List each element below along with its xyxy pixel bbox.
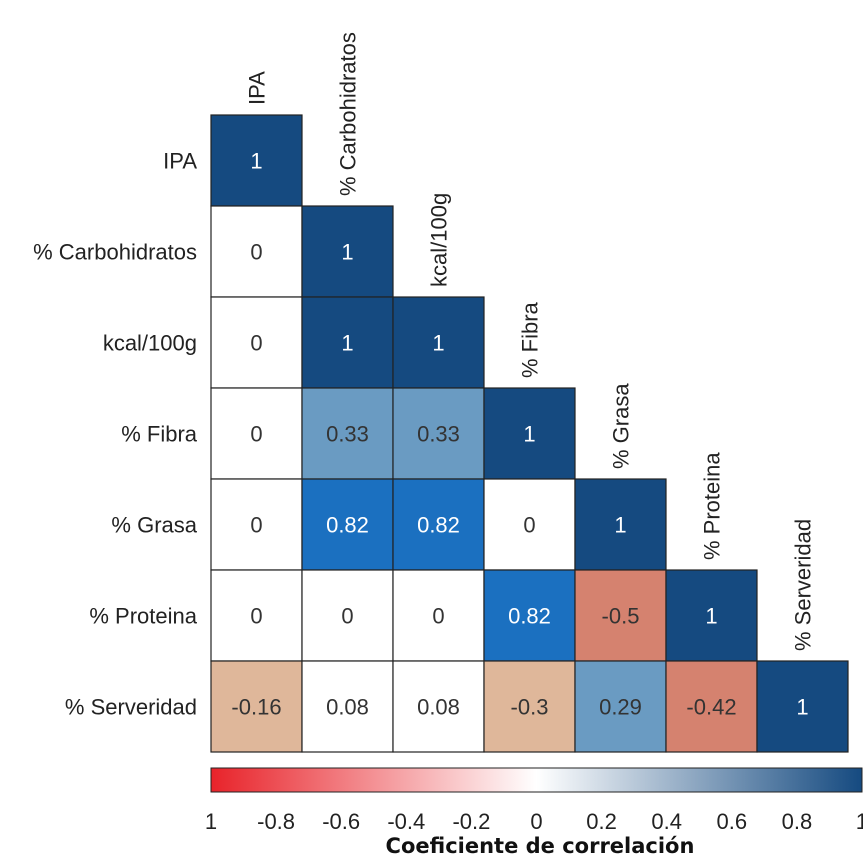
cell-value-label: 1 <box>432 331 444 356</box>
column-label-ipa: IPA <box>245 71 270 105</box>
cell-value-label: 0 <box>250 331 262 356</box>
row-label-kcal-100g: kcal/100g <box>103 331 197 356</box>
heatmap-cell-pct-proteina-pct-fibra <box>483 569 576 662</box>
heatmap-cell-pct-fibra-pct-carbohidratos <box>301 387 394 480</box>
heatmap-cell-pct-serveridad-pct-serveridad <box>756 660 849 753</box>
legend-tick-label: 0 <box>530 809 542 834</box>
heatmap-cell-pct-serveridad-pct-proteina <box>665 660 758 753</box>
cell-value-label: 0 <box>250 422 262 447</box>
cell-value-label: 0.29 <box>599 695 642 720</box>
cell-value-label: 1 <box>341 331 353 356</box>
cell-value-label: -0.16 <box>231 695 281 720</box>
legend-tick-label: 0.4 <box>651 809 682 834</box>
heatmap-cell-pct-proteina-kcal-100g <box>392 569 485 662</box>
column-labels: IPA % Carbohidratos kcal/100g % Fibra % Gras… <box>245 32 816 651</box>
column-label-pct-serveridad: % Serveridad <box>791 519 816 651</box>
heatmap-cell-pct-fibra-pct-fibra <box>483 387 576 480</box>
heatmap-cell-pct-carbohidratos-pct-carbohidratos <box>301 205 394 298</box>
row-labels: IPA % Carbohidratos kcal/100g % Fibra % Gras… <box>33 149 198 720</box>
color-legend: 1 -0.8 -0.6 -0.4 -0.2 0 0.2 0.4 0.6 0.8 1 <box>205 767 863 834</box>
column-label-kcal-100g: kcal/100g <box>427 193 452 287</box>
heatmap-cell-pct-carbohidratos-ipa <box>210 205 303 298</box>
heatmap-cell-pct-proteina-pct-carbohidratos <box>301 569 394 662</box>
cell-value-label: 0 <box>523 513 535 538</box>
cell-value-label: 1 <box>614 513 626 538</box>
heatmap-cell-pct-grasa-kcal-100g <box>392 478 485 571</box>
column-label-pct-carbohidratos: % Carbohidratos <box>336 32 361 196</box>
cell-value-label: 0.33 <box>326 422 369 447</box>
heatmap-cell-kcal-100g-pct-carbohidratos <box>301 296 394 389</box>
cell-value-label: 1 <box>250 149 262 174</box>
cell-value-label: 0.82 <box>508 604 551 629</box>
cell-value-label: 0.08 <box>417 695 460 720</box>
cell-value-label: 1 <box>796 695 808 720</box>
heatmap-cell-kcal-100g-ipa <box>210 296 303 389</box>
cell-value-label: 0.82 <box>417 513 460 538</box>
legend-color-bar <box>210 767 863 793</box>
legend-tick-label: 1 <box>856 809 863 834</box>
heatmap-cell-ipa-ipa <box>210 114 303 207</box>
legend-tick-label: 0.6 <box>717 809 748 834</box>
cell-value-label: -0.3 <box>511 695 549 720</box>
cell-value-label: 1 <box>705 604 717 629</box>
row-label-pct-carbohidratos: % Carbohidratos <box>33 240 197 265</box>
row-label-pct-proteina: % Proteina <box>89 604 197 629</box>
cell-value-label: -0.5 <box>602 604 640 629</box>
heatmap-cell-kcal-100g-kcal-100g <box>392 296 485 389</box>
heatmap-cell-pct-serveridad-pct-carbohidratos <box>301 660 394 753</box>
cell-value-label: 1 <box>341 240 353 265</box>
row-label-pct-grasa: % Grasa <box>111 513 197 538</box>
heatmap-cell-pct-proteina-pct-proteina <box>665 569 758 662</box>
heatmap-cell-pct-serveridad-pct-fibra <box>483 660 576 753</box>
heatmap-cell-pct-serveridad-ipa <box>210 660 303 753</box>
cell-value-label: 0.33 <box>417 422 460 447</box>
legend-tick-label: -0.8 <box>257 809 295 834</box>
row-label-pct-fibra: % Fibra <box>121 422 198 447</box>
legend-tick-label: 0.8 <box>782 809 813 834</box>
legend-tick-label: -0.6 <box>322 809 360 834</box>
row-label-ipa: IPA <box>163 149 197 174</box>
column-label-pct-proteina: % Proteina <box>700 452 725 560</box>
row-label-pct-serveridad: % Serveridad <box>65 695 197 720</box>
heatmap-cell-pct-grasa-pct-grasa <box>574 478 667 571</box>
cell-value-label: 0 <box>250 240 262 265</box>
cell-value-label: -0.42 <box>686 695 736 720</box>
heatmap-cell-pct-grasa-pct-carbohidratos <box>301 478 394 571</box>
heatmap-cells: 1 0 1 0 1 1 0 0.33 0.33 1 0 0.82 0.82 0 1 0 0 0 0.82 -0.5 1 -… <box>210 114 849 753</box>
cell-value-label: 0 <box>432 604 444 629</box>
cell-value-label: 0 <box>250 604 262 629</box>
cell-value-label: 0 <box>341 604 353 629</box>
cell-value-label: 0.82 <box>326 513 369 538</box>
cell-value-label: 0 <box>250 513 262 538</box>
legend-tick-label: 0.2 <box>586 809 617 834</box>
cell-value-label: 0.08 <box>326 695 369 720</box>
legend-tick-label: -0.4 <box>387 809 425 834</box>
legend-tick-label: -0.2 <box>452 809 490 834</box>
heatmap-cell-pct-proteina-pct-grasa <box>574 569 667 662</box>
legend-title: Coeficiente de correlación <box>386 834 695 858</box>
cell-value-label: 1 <box>523 422 535 447</box>
column-label-pct-fibra: % Fibra <box>518 301 543 378</box>
heatmap-cell-pct-grasa-pct-fibra <box>483 478 576 571</box>
column-label-pct-grasa: % Grasa <box>609 383 634 469</box>
legend-tick-label: 1 <box>205 809 217 834</box>
heatmap-cell-pct-proteina-ipa <box>210 569 303 662</box>
